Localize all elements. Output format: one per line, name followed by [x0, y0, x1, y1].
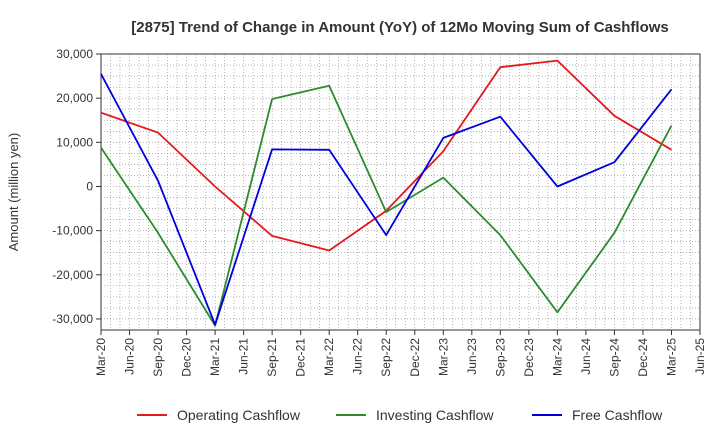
x-tick-label: Mar-24 [550, 338, 564, 376]
x-tick-label: Mar-25 [664, 338, 678, 376]
x-tick-label: Sep-24 [607, 338, 621, 377]
x-tick-label: Dec-20 [180, 338, 194, 377]
y-tick-label: -30,000 [52, 312, 93, 326]
x-tick-label: Sep-20 [151, 338, 165, 377]
x-tick-label: Jun-25 [693, 338, 707, 375]
x-tick-label: Jun-24 [579, 338, 593, 375]
plot-frame [100, 53, 701, 331]
x-tick-label: Jun-22 [351, 338, 365, 375]
series-line-free-cashflow [100, 73, 673, 326]
y-tick-label: 20,000 [56, 91, 93, 105]
y-axis: 30,000 20,000 10,000 0 -10,000 -20,000 -30,000 [52, 47, 101, 326]
y-tick-label: -10,000 [52, 224, 93, 238]
x-tick-label: Sep-21 [265, 338, 279, 377]
legend: Operating Cashflow Investing Cashflow Free… [137, 407, 663, 423]
y-axis-label: Amount (million yen) [6, 133, 21, 252]
x-tick-label: Mar-22 [322, 338, 336, 376]
x-tick-label: Dec-24 [636, 338, 650, 377]
y-tick-label: -20,000 [52, 268, 93, 282]
x-tick-label: Dec-23 [522, 338, 536, 377]
legend-label-operating-cashflow: Operating Cashflow [177, 407, 301, 423]
x-tick-label: Dec-22 [408, 338, 422, 377]
series-line-investing-cashflow [100, 84, 673, 327]
legend-label-free-cashflow: Free Cashflow [572, 407, 663, 423]
x-tick-label: Jun-21 [237, 338, 251, 375]
x-tick-label: Mar-23 [436, 338, 450, 376]
x-tick-label: Sep-22 [379, 338, 393, 377]
legend-label-investing-cashflow: Investing Cashflow [376, 407, 494, 423]
y-tick-label: 30,000 [56, 47, 93, 61]
x-tick-label: Jun-23 [465, 338, 479, 375]
x-tick-label: Mar-20 [94, 338, 108, 376]
series-group [100, 59, 673, 327]
y-tick-label: 0 [86, 179, 93, 193]
x-tick-label: Jun-20 [123, 338, 137, 375]
y-tick-label: 10,000 [56, 135, 93, 149]
grid [101, 54, 700, 330]
x-axis: Mar-20 Jun-20 Sep-20 Dec-20 Mar-21 Jun-21 Sep-… [94, 330, 707, 377]
x-tick-label: Dec-21 [294, 338, 308, 377]
x-tick-label: Sep-23 [493, 338, 507, 377]
chart-title: [2875] Trend of Change in Amount (YoY) o… [131, 19, 669, 36]
x-tick-label: Mar-21 [208, 338, 222, 376]
